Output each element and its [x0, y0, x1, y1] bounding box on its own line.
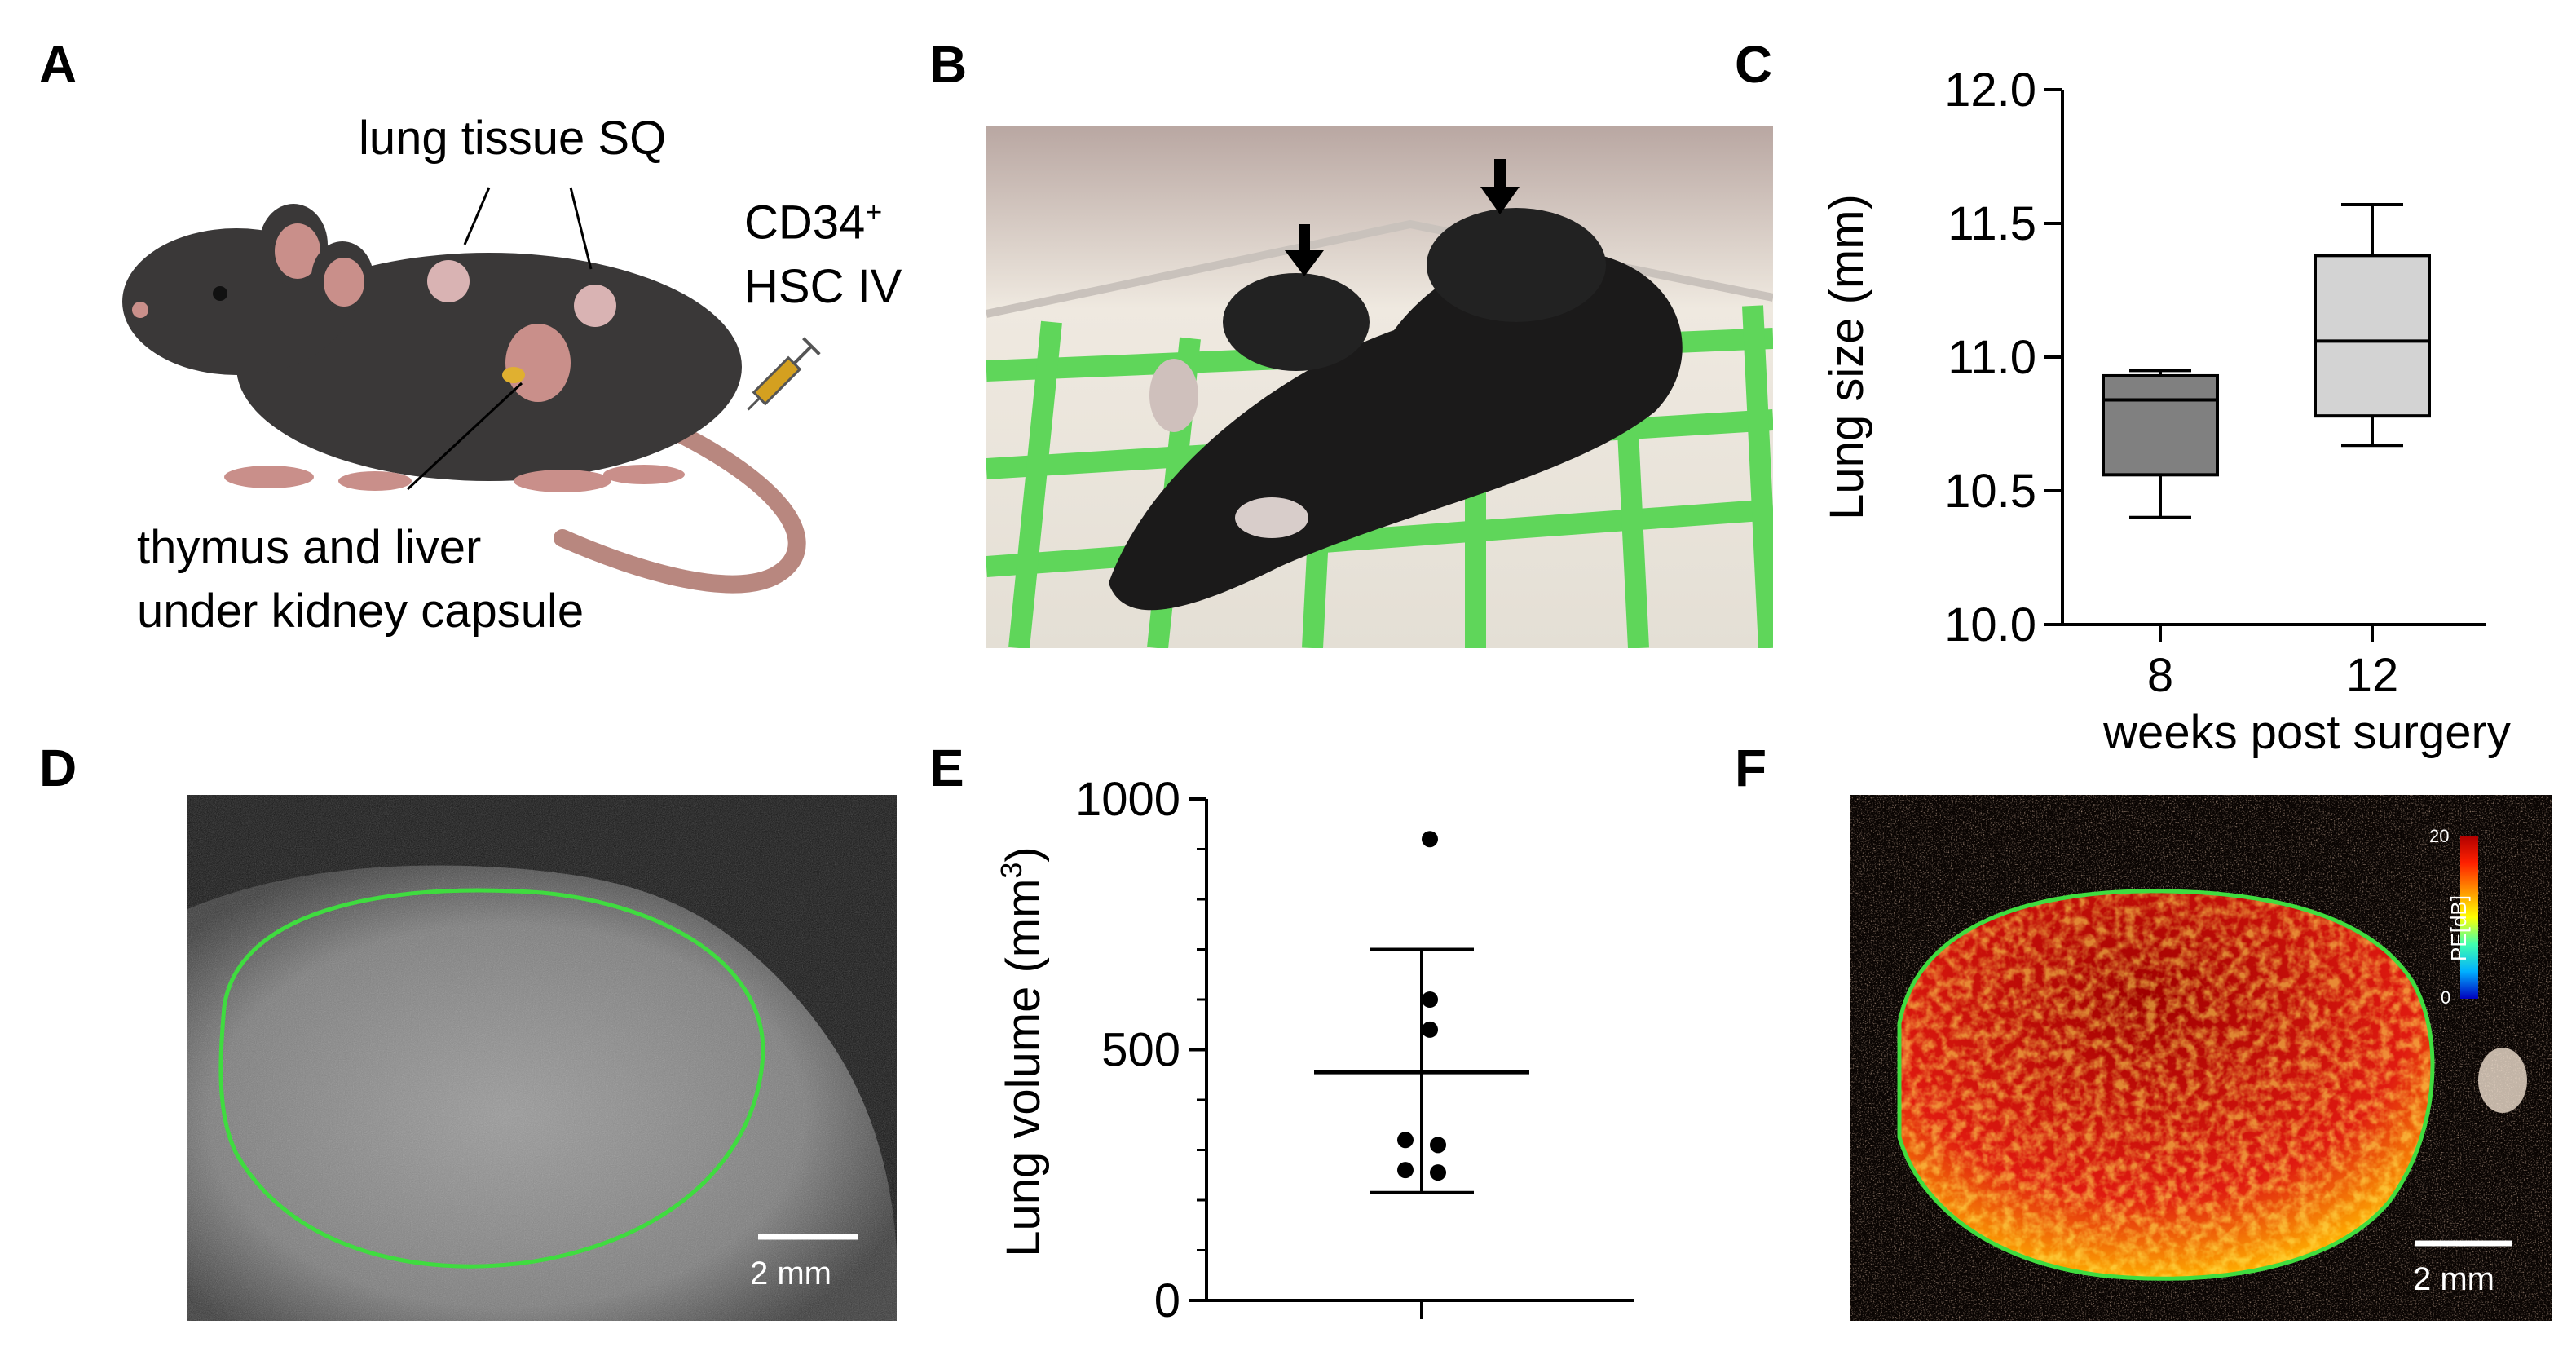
ultrasound-image-bmode: 2 mm [187, 795, 897, 1321]
lung-outline [1897, 889, 2435, 1281]
panel-d-letter: D [39, 739, 77, 797]
photoacoustic-image: 20 0 PE[dB] 2 mm [1850, 795, 2552, 1321]
panel-a-letter: A [39, 35, 77, 94]
x-axis-title: weeks post surgery [2102, 706, 2511, 759]
y-axis-title: Lung volume (mm3) [995, 846, 1050, 1257]
box-12-weeks [2314, 254, 2431, 418]
mouse-illustration [106, 188, 840, 611]
colorbar-title: PE[dB] [2446, 895, 2471, 961]
lung-outline [218, 888, 765, 1269]
label-hsc-iv: HSC IV [744, 260, 902, 313]
y-tick-label: 10.0 [1944, 598, 2036, 651]
syringe-icon [734, 326, 831, 424]
panel-b-letter: B [929, 35, 968, 94]
arrow-down-icon [1480, 159, 1520, 214]
y-tick-label: 0 [1154, 1274, 1180, 1327]
panel-c-letter: C [1735, 35, 1773, 94]
data-point [1422, 1021, 1438, 1038]
y-tick-label: 1000 [1075, 773, 1180, 826]
colorbar [2460, 836, 2478, 999]
panel-f-letter: F [1735, 739, 1767, 797]
panel-e-letter: E [929, 739, 964, 797]
box-plot-lung-size: Lung size (mm) weeks post surgery 10.0 10… [1820, 64, 2511, 759]
arrow-down-icon [1285, 224, 1324, 276]
x-tick-label: 8 [2147, 649, 2173, 702]
colorbar-min: 0 [2441, 987, 2451, 1008]
label-thymus-line2: under kidney capsule [137, 585, 584, 638]
label-cd34: CD34+ [744, 196, 882, 249]
y-tick-label: 10.5 [1944, 465, 2036, 518]
y-axis-title: Lung size (mm) [1820, 194, 1873, 520]
scale-bar-label: 2 mm [2413, 1261, 2494, 1297]
y-tick-label: 11.5 [1947, 197, 2036, 250]
label-cd34-text: CD34 [744, 196, 866, 249]
data-point [1422, 991, 1438, 1008]
scale-bar-label: 2 mm [750, 1256, 831, 1291]
y-tick-label: 11.0 [1947, 331, 2036, 384]
box-8-weeks [2102, 373, 2219, 477]
scatter-plot-lung-volume: Lung volume (mm3) 0 500 1000 [995, 773, 1634, 1327]
data-point [1430, 1164, 1446, 1181]
label-cd34-sup: + [865, 195, 883, 228]
data-point [1397, 1162, 1414, 1179]
colorbar-max: 20 [2429, 826, 2450, 846]
data-point [1422, 831, 1438, 848]
data-point [1430, 1137, 1446, 1154]
label-thymus-line1: thymus and liver [137, 521, 482, 574]
data-point [1397, 1132, 1414, 1149]
mouse-photo [986, 126, 1773, 648]
y-tick-label: 12.0 [1944, 64, 2036, 117]
annotation-lines [406, 187, 593, 491]
x-tick-label: 12 [2346, 649, 2399, 702]
y-tick-label: 500 [1101, 1024, 1180, 1077]
label-lung-tissue: lung tissue SQ [359, 112, 667, 165]
